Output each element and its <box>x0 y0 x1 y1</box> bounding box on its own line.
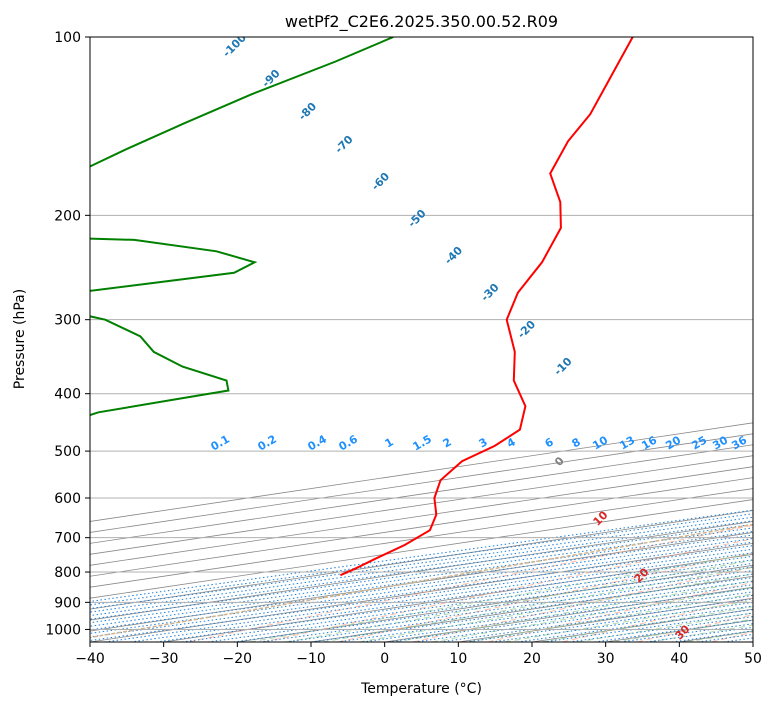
y-axis-ticks: 100 200 300 400 500 600 700 800 900 1000 <box>45 30 90 638</box>
x-axis-label: Temperature (°C) <box>360 681 482 697</box>
x-tick-label: 40 <box>670 651 688 667</box>
mixing-ratio-line <box>90 523 753 617</box>
dry-adiabat <box>188 524 753 642</box>
mixing-ratio-line <box>207 566 753 642</box>
x-tick-label: 10 <box>449 651 467 667</box>
y-tick-label: 700 <box>54 531 81 547</box>
y-tick-label: 600 <box>54 491 81 507</box>
mixing-ratio-line <box>362 587 753 642</box>
mixing-ratio-line <box>388 591 753 642</box>
y-tick-label: 400 <box>54 387 81 403</box>
isotherm-line <box>90 444 753 544</box>
y-tick-label: 500 <box>54 444 81 460</box>
mixing-ratio-line <box>465 601 753 642</box>
mixing-ratio-line <box>90 541 753 634</box>
x-tick-label: −10 <box>296 651 326 667</box>
x-tick-label: −40 <box>75 651 105 667</box>
mixing-ratio-line <box>285 577 753 642</box>
mixing-ratio-line <box>130 555 753 642</box>
mixing-ratio-line <box>90 534 753 627</box>
y-tick-label: 300 <box>54 313 81 329</box>
x-tick-label: 50 <box>744 651 762 667</box>
mixing-ratio-line <box>336 584 753 642</box>
mixing-ratio-line <box>414 594 753 642</box>
x-tick-label: −20 <box>223 651 253 667</box>
x-tick-label: 20 <box>523 651 541 667</box>
y-tick-label: 800 <box>54 565 81 581</box>
y-tick-label: 1000 <box>45 622 81 638</box>
background-lines <box>90 422 753 642</box>
mixing-ratio-line <box>259 573 753 642</box>
mixing-ratio-line <box>90 545 753 638</box>
isotherm-line <box>90 488 753 588</box>
mixing-ratio-line <box>90 538 753 631</box>
x-tick-label: −30 <box>149 651 179 667</box>
isotherm-line <box>90 532 753 632</box>
mixing-ratio-line <box>491 605 753 642</box>
isotherm-line <box>90 521 753 621</box>
dewpoint-line <box>90 37 394 417</box>
y-tick-label: 100 <box>54 30 81 46</box>
isotherm-line <box>90 477 753 577</box>
mixing-ratio-line <box>182 562 753 642</box>
mixing-ratio-line <box>90 527 753 620</box>
mixing-ratio-line <box>90 548 753 641</box>
mixing-ratio-line <box>90 520 753 613</box>
y-tick-label: 900 <box>54 595 81 611</box>
isotherm-line <box>90 510 753 610</box>
x-tick-label: 30 <box>597 651 615 667</box>
mixing-ratio-line <box>310 580 753 642</box>
isotherm-line <box>90 499 753 599</box>
mixing-ratio-line <box>104 552 753 642</box>
mixing-ratio-line <box>439 598 753 642</box>
mixing-ratio-line <box>156 559 753 642</box>
pressure-gridlines <box>90 37 753 630</box>
mixing-ratio-line <box>517 609 753 642</box>
y-tick-label: 200 <box>54 208 81 224</box>
mixing-ratio-line <box>233 569 753 642</box>
isotherm-line <box>90 455 753 555</box>
plot-frame <box>89 36 754 643</box>
temperature-line <box>339 37 634 577</box>
mixing-ratio-line <box>90 530 753 624</box>
x-axis-ticks: −40 −30 −20 −10 0 10 20 30 40 50 <box>75 642 762 667</box>
isotherm-line <box>90 466 753 566</box>
y-axis-label: Pressure (hPa) <box>12 289 28 389</box>
x-tick-label: 0 <box>380 651 389 667</box>
plot-area: -100-90-80-70-60-50-40-30-20-10010203040… <box>90 37 753 642</box>
chart-title: wetPf2_C2E6.2025.350.00.52.R09 <box>285 12 558 32</box>
